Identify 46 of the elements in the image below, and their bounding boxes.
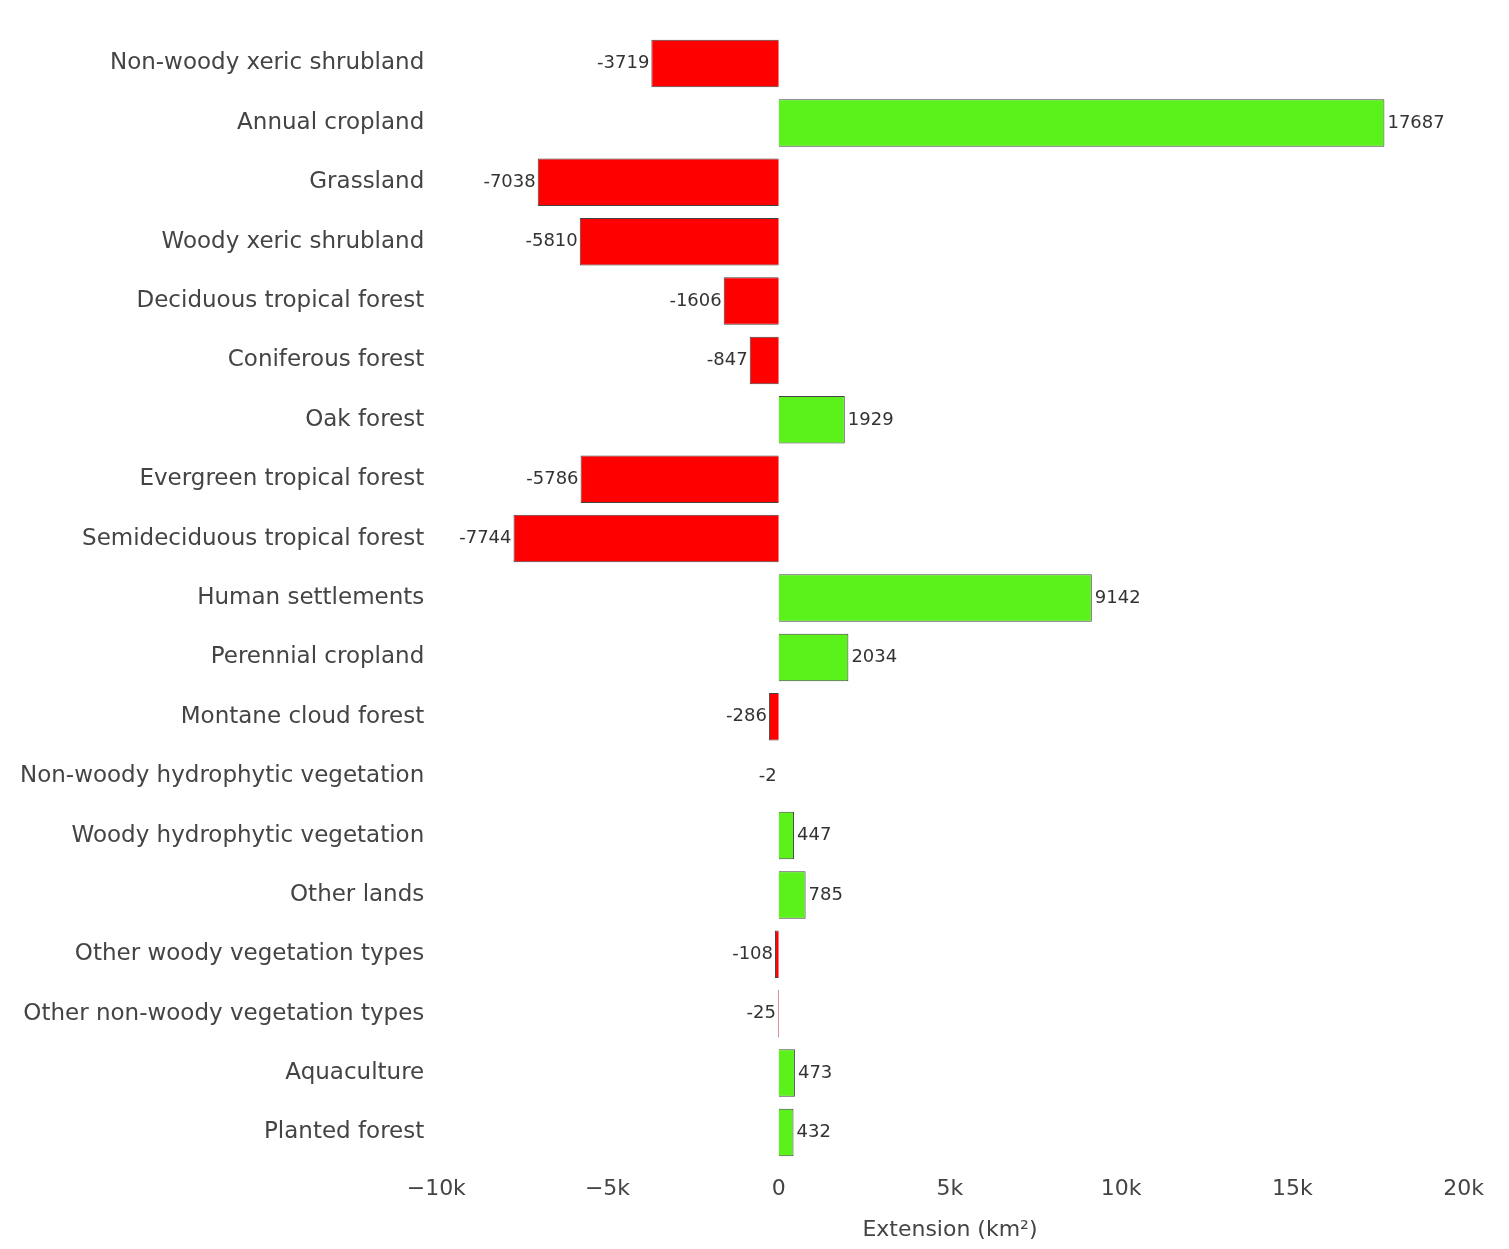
y-tick-label: Human settlements [197, 582, 425, 609]
x-tick-label: −10k [406, 1175, 467, 1201]
x-tick-label: 5k [936, 1175, 964, 1201]
data-label: -5786 [526, 466, 579, 488]
y-tick-label: Other woody vegetation types [74, 939, 425, 966]
data-label: 432 [796, 1120, 831, 1142]
y-tick-label: Other non-woody vegetation types [23, 998, 425, 1025]
y-tick-label: Oak forest [305, 404, 425, 431]
data-label: -286 [726, 704, 767, 726]
data-label: 2034 [851, 645, 898, 667]
y-tick-label: Aquaculture [285, 1058, 425, 1085]
y-tick-label: Woody xeric shrubland [161, 226, 425, 253]
data-label: 1929 [847, 407, 894, 429]
y-tick-label: Non-woody hydrophytic vegetation [19, 761, 425, 788]
data-label: -5810 [525, 229, 578, 251]
data-label: 785 [808, 882, 843, 904]
data-label: 447 [797, 823, 832, 845]
data-label: -847 [706, 348, 748, 370]
x-tick-label: −5k [584, 1175, 631, 1201]
data-label: -25 [746, 1001, 776, 1023]
y-tick-label: Annual cropland [237, 107, 425, 134]
y-tick-label: Evergreen tropical forest [139, 464, 425, 491]
x-axis-title: Extension (km²) [862, 1215, 1038, 1241]
x-tick-label: 0 [771, 1175, 786, 1201]
y-tick-label: Perennial cropland [210, 642, 425, 669]
y-tick-label: Planted forest [263, 1117, 425, 1144]
y-tick-label: Montane cloud forest [180, 701, 425, 728]
y-tick-label: Semideciduous tropical forest [82, 523, 425, 550]
x-tick-label: 15k [1272, 1175, 1314, 1201]
data-label: -1606 [669, 288, 722, 310]
data-label: 473 [797, 1060, 833, 1082]
x-tick-label: 20k [1443, 1175, 1485, 1201]
y-tick-label: Other lands [290, 879, 425, 906]
y-tick-label: Woody hydrophytic vegetation [71, 820, 425, 847]
data-label: -7744 [459, 526, 512, 548]
data-label: -3719 [597, 51, 650, 73]
x-tick-label: 10k [1100, 1175, 1142, 1201]
y-tick-label: Deciduous tropical forest [136, 286, 425, 313]
data-label: -7038 [483, 169, 536, 191]
data-label: 9142 [1094, 585, 1141, 607]
data-label: -2 [758, 763, 777, 785]
data-label: 17687 [1387, 110, 1445, 132]
y-tick-label: Non-woody xeric shrubland [109, 48, 425, 75]
y-tick-label: Grassland [309, 167, 425, 194]
data-label: -108 [732, 942, 774, 964]
y-tick-label: Coniferous forest [227, 345, 425, 372]
